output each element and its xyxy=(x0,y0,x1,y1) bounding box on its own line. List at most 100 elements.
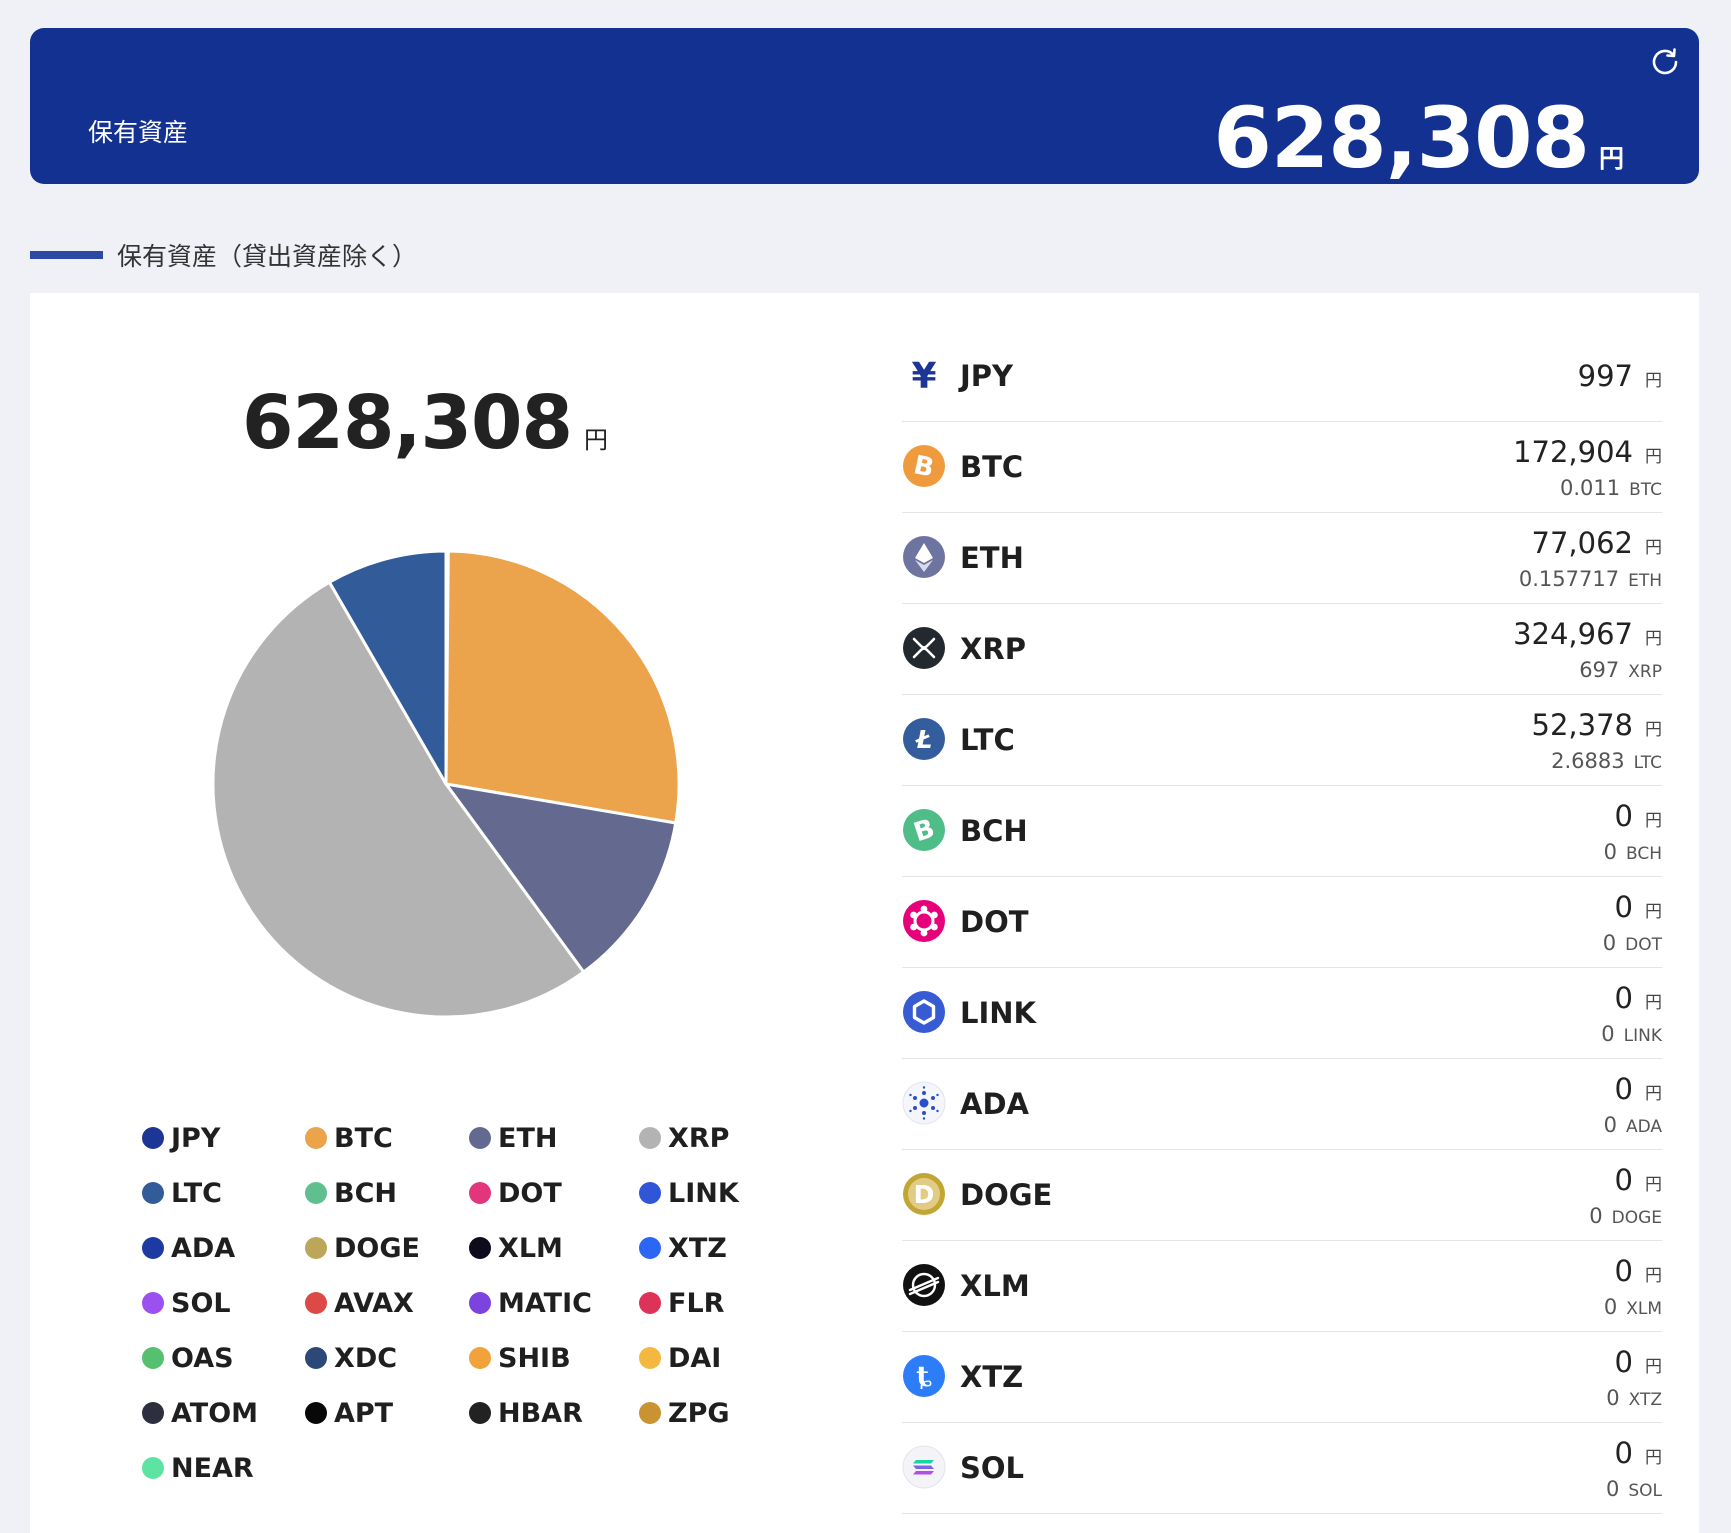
banner-total-value: 628,308 xyxy=(1213,89,1590,187)
asset-yen-number: 0 xyxy=(1614,1072,1633,1106)
legend-item-shib[interactable]: SHIB xyxy=(469,1342,639,1374)
legend-swatch xyxy=(469,1237,491,1259)
asset-symbol: XLM xyxy=(960,1269,1030,1303)
legend-label: JPY xyxy=(171,1122,221,1154)
asset-yen-number: 0 xyxy=(1614,890,1633,924)
legend-label: SHIB xyxy=(498,1342,571,1374)
legend-swatch xyxy=(142,1127,164,1149)
asset-symbol: ETH xyxy=(960,541,1024,575)
legend-swatch xyxy=(142,1457,164,1479)
asset-row-bch[interactable]: B BCH 0 円 0 BCH xyxy=(902,786,1662,877)
legend-swatch xyxy=(305,1237,327,1259)
banner-total: 628,308 円 xyxy=(1213,88,1624,209)
legend-label: BCH xyxy=(334,1177,397,1209)
legend-label: BTC xyxy=(334,1122,393,1154)
legend-label: OAS xyxy=(171,1342,234,1374)
asset-row-eth[interactable]: ETH 77,062 円 0.157717 ETH xyxy=(902,513,1662,604)
legend-label: NEAR xyxy=(171,1452,254,1484)
pie-slice-xrp[interactable] xyxy=(211,580,586,1019)
section-title: 保有資産（貸出資産除く） xyxy=(117,242,418,271)
section-heading: 保有資産（貸出資産除く） xyxy=(30,238,417,272)
solana-icon xyxy=(902,1445,946,1489)
chainlink-icon xyxy=(903,991,945,1033)
legend-label: XRP xyxy=(668,1122,730,1154)
asset-yen-value: 77,062 円 xyxy=(1532,526,1662,565)
legend-swatch xyxy=(305,1402,327,1424)
legend-item-sol[interactable]: SOL xyxy=(142,1287,305,1319)
legend-item-xrp[interactable]: XRP xyxy=(639,1122,782,1154)
legend-item-hbar[interactable]: HBAR xyxy=(469,1397,639,1429)
legend-item-xlm[interactable]: XLM xyxy=(469,1232,639,1264)
asset-symbol: DOT xyxy=(960,905,1029,939)
legend-item-matic[interactable]: MATIC xyxy=(469,1287,639,1319)
asset-row-ltc[interactable]: Ł LTC 52,378 円 2.6883 LTC xyxy=(902,695,1662,786)
asset-row-xtz[interactable]: ȶ XTZ 0 円 0 XTZ xyxy=(902,1332,1662,1423)
asset-holding-amount: 0 SOL xyxy=(1606,1476,1662,1504)
asset-amount-unit: LTC xyxy=(1633,753,1662,773)
asset-yen-unit: 円 xyxy=(1645,720,1662,740)
asset-amount-unit: XLM xyxy=(1626,1299,1662,1319)
legend-item-btc[interactable]: BTC xyxy=(305,1122,469,1154)
asset-row-sol[interactable]: SOL 0 円 0 SOL xyxy=(902,1423,1662,1514)
pie-slice-ltc[interactable] xyxy=(327,549,448,786)
asset-row-xlm[interactable]: XLM 0 円 0 XLM xyxy=(902,1241,1662,1332)
legend-label: DOGE xyxy=(334,1232,420,1264)
refresh-icon[interactable] xyxy=(1647,44,1683,80)
asset-row-xrp[interactable]: XRP 324,967 円 697 XRP xyxy=(902,604,1662,695)
asset-symbol: BCH xyxy=(960,814,1028,848)
heading-accent-bar xyxy=(30,251,103,259)
legend-item-doge[interactable]: DOGE xyxy=(305,1232,469,1264)
legend-item-dot[interactable]: DOT xyxy=(469,1177,639,1209)
asset-amount-number: 0 xyxy=(1601,1022,1615,1046)
legend-item-atom[interactable]: ATOM xyxy=(142,1397,305,1429)
legend-item-xdc[interactable]: XDC xyxy=(305,1342,469,1374)
svg-text:ȶ: ȶ xyxy=(916,1360,932,1393)
legend-label: APT xyxy=(334,1397,394,1429)
tezos-icon: ȶ xyxy=(903,1355,945,1397)
asset-amount-number: 0 xyxy=(1606,1386,1620,1410)
pie-slice-eth[interactable] xyxy=(444,782,678,974)
asset-amount-number: 0 xyxy=(1605,1477,1620,1501)
svg-text:Ł: Ł xyxy=(915,725,933,754)
asset-row-jpy[interactable]: ¥ JPY 997 円 xyxy=(902,333,1662,422)
legend-item-avax[interactable]: AVAX xyxy=(305,1287,469,1319)
legend-item-dai[interactable]: DAI xyxy=(639,1342,782,1374)
legend-swatch xyxy=(639,1237,661,1259)
legend-item-ada[interactable]: ADA xyxy=(142,1232,305,1264)
legend-label: ETH xyxy=(498,1122,558,1154)
asset-row-doge[interactable]: D DOGE 0 円 0 DOGE xyxy=(902,1150,1662,1241)
legend-item-oas[interactable]: OAS xyxy=(142,1342,305,1374)
asset-row-link[interactable]: LINK 0 円 0 LINK xyxy=(902,968,1662,1059)
legend-label: XLM xyxy=(498,1232,563,1264)
legend-item-eth[interactable]: ETH xyxy=(469,1122,639,1154)
legend-item-xtz[interactable]: XTZ xyxy=(639,1232,782,1264)
legend-item-zpg[interactable]: ZPG xyxy=(639,1397,782,1429)
asset-yen-number: 0 xyxy=(1614,1254,1633,1288)
legend-item-jpy[interactable]: JPY xyxy=(142,1122,305,1154)
xrp-icon xyxy=(903,627,945,669)
legend-item-flr[interactable]: FLR xyxy=(639,1287,782,1319)
legend-item-ltc[interactable]: LTC xyxy=(142,1177,305,1209)
asset-amount-unit: ETH xyxy=(1628,571,1662,591)
asset-row-btc[interactable]: B BTC 172,904 円 0.011 BTC xyxy=(902,422,1662,513)
legend-item-near[interactable]: NEAR xyxy=(142,1452,305,1484)
asset-yen-number: 324,967 xyxy=(1513,617,1633,651)
legend-item-apt[interactable]: APT xyxy=(305,1397,469,1429)
pie-slice-btc[interactable] xyxy=(444,549,681,825)
legend-item-link[interactable]: LINK xyxy=(639,1177,782,1209)
legend-label: XTZ xyxy=(668,1232,727,1264)
asset-row-ada[interactable]: ADA 0 円 0 ADA xyxy=(902,1059,1662,1150)
polkadot-icon xyxy=(903,900,945,942)
legend-label: DOT xyxy=(498,1177,562,1209)
legend-label: HBAR xyxy=(498,1397,583,1429)
asset-amount-number: 0 xyxy=(1603,840,1617,864)
legend-item-bch[interactable]: BCH xyxy=(305,1177,469,1209)
asset-row-dot[interactable]: DOT 0 円 0 DOT xyxy=(902,877,1662,968)
asset-yen-number: 0 xyxy=(1614,1345,1633,1379)
asset-amount-unit: SOL xyxy=(1628,1481,1662,1501)
